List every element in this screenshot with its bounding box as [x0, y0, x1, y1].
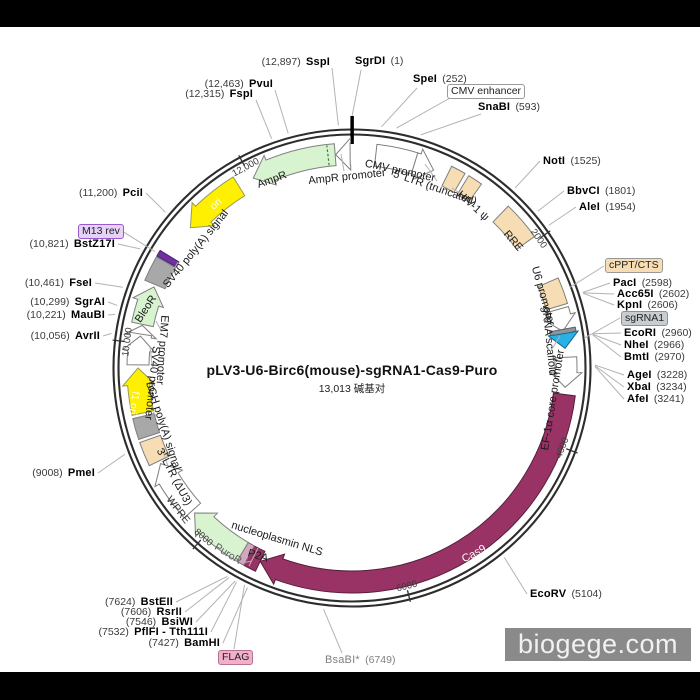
- site-leader-PmeI: [97, 453, 126, 474]
- site-leader-KpnI: [583, 292, 615, 306]
- callout-leader: [233, 584, 245, 650]
- site-leader-AvrII: [102, 332, 112, 337]
- site-leader-PvuI: [274, 89, 289, 134]
- plasmid-title-block: pLV3-U6-Birc6(mouse)-sgRNA1-Cas9-Puro 13…: [102, 362, 602, 396]
- feature-ef1a-core[interactable]: [548, 356, 584, 388]
- callout-leader: [569, 265, 605, 288]
- site-leader-PacI: [582, 282, 611, 293]
- site-leader-PciI: [145, 192, 166, 213]
- site-leader-SnaBI: [420, 113, 482, 136]
- site-leader-EcoRI: [592, 332, 622, 335]
- feature-ampr[interactable]: [252, 143, 337, 186]
- site-leader-PflFI - Tth111I: [210, 581, 237, 633]
- site-leader-NotI: [514, 160, 541, 189]
- top-black-bar: [0, 0, 700, 27]
- feature-leader-line: [340, 153, 345, 172]
- site-leader-BbvCI: [537, 190, 565, 212]
- site-leader-EcoRV: [503, 557, 528, 595]
- feature-f1-ori[interactable]: [121, 367, 156, 417]
- site-leader-BmtI: [592, 334, 622, 358]
- feature-leader-line: [152, 411, 159, 419]
- feature-cppt-cts[interactable]: [537, 277, 569, 311]
- site-leader-Acc65I: [583, 292, 615, 295]
- callout-leader: [396, 97, 451, 129]
- feature-leader-line: [149, 346, 153, 365]
- feature-ampr-promoter[interactable]: [335, 136, 352, 172]
- site-leader-AleI: [548, 206, 577, 226]
- site-leader-AgeI: [594, 364, 625, 376]
- scale-tick-8000: [192, 539, 202, 550]
- site-leader-BstZ17I: [117, 243, 141, 250]
- scale-tick-2000: [539, 230, 551, 239]
- bottom-black-bar: [0, 672, 700, 700]
- site-leader-SgrAI: [107, 301, 118, 306]
- ampr-signal-divider: [326, 145, 330, 166]
- feature-m13-rev[interactable]: [156, 249, 180, 268]
- feature-bleor[interactable]: [131, 286, 165, 328]
- site-leader-BstEII: [175, 576, 228, 603]
- feature-leader-line: [248, 547, 259, 567]
- callout-leader: [583, 317, 621, 339]
- callout-leader: [121, 230, 156, 252]
- feature-puror[interactable]: [194, 512, 249, 563]
- feature-leader-line: [155, 320, 163, 333]
- feature-ori[interactable]: [189, 176, 246, 229]
- site-leader-SpeI: [381, 87, 418, 128]
- site-leader-BsaBI*: [323, 609, 343, 654]
- feature-sv40-promoter[interactable]: [121, 335, 156, 366]
- feature-rre[interactable]: [492, 205, 536, 251]
- scale-tick-6000: [406, 590, 411, 602]
- feature-ltr5[interactable]: [410, 147, 435, 181]
- feature-leader-line: [241, 560, 253, 564]
- scale-tick-4000: [566, 448, 578, 454]
- plasmid-title: pLV3-U6-Birc6(mouse)-sgRNA1-Cas9-Puro: [206, 362, 498, 378]
- feature-wpre[interactable]: [154, 463, 202, 519]
- site-leader-SgrDI: [351, 69, 362, 117]
- site-leader-BamHI: [222, 587, 248, 644]
- site-leader-BsiWI: [195, 580, 236, 623]
- feature-cmv-promoter[interactable]: [373, 143, 419, 175]
- scale-tick-12,000: [238, 154, 245, 167]
- site-leader-SspI: [331, 67, 339, 126]
- feature-u6-promoter[interactable]: [542, 305, 577, 332]
- plasmid-size-label: 13,013 碱基对: [318, 383, 386, 395]
- feature-em7-promoter[interactable]: [122, 324, 158, 340]
- site-leader-MauBI: [107, 313, 116, 316]
- site-leader-XbaI: [594, 365, 625, 388]
- watermark: biogege.com: [505, 628, 691, 661]
- feature-leader-line: [161, 447, 169, 467]
- feature-leader-line: [451, 187, 467, 198]
- site-leader-AfeI: [594, 366, 625, 400]
- feature-leader-line: [169, 261, 179, 278]
- site-leader-FspI: [255, 99, 273, 139]
- site-leader-RsrII: [184, 577, 230, 613]
- scale-tick-10,000: [112, 339, 125, 343]
- feature-hiv-psi-a[interactable]: [441, 165, 466, 194]
- feature-leader-line: [551, 335, 561, 350]
- feature-leader-line: [424, 163, 438, 182]
- site-leader-NheI: [592, 333, 622, 346]
- feature-cas9[interactable]: [259, 392, 576, 594]
- feature-ltr3[interactable]: [139, 434, 170, 467]
- feature-bgh-polya[interactable]: [132, 413, 161, 441]
- site-leader-FseI: [94, 282, 123, 288]
